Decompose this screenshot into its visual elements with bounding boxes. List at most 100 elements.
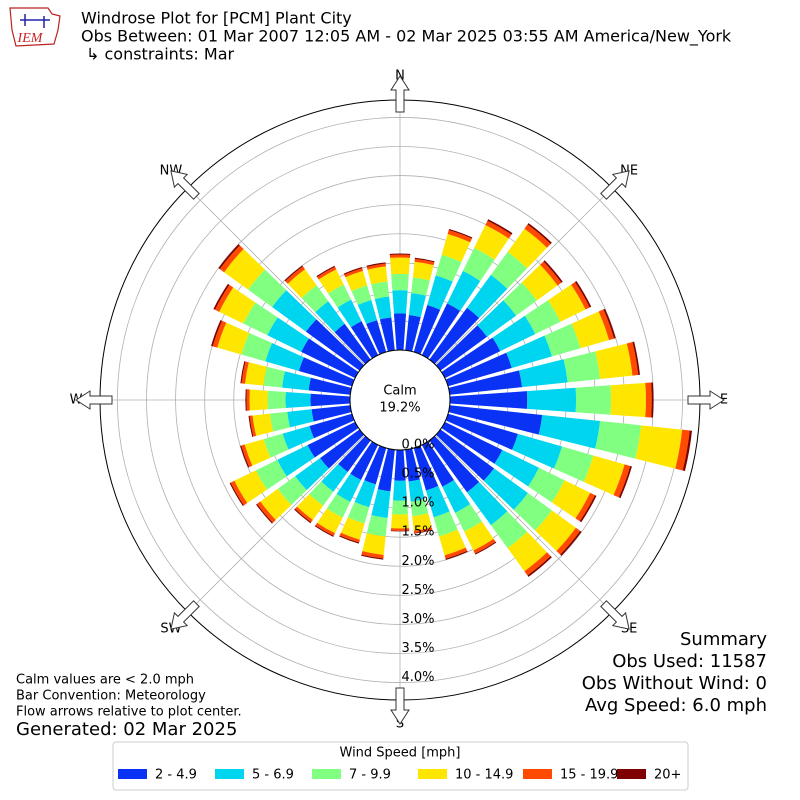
bar-segment <box>230 480 248 506</box>
bar-segment <box>257 501 276 523</box>
bar-segment <box>366 515 388 537</box>
bar-segment <box>379 317 395 352</box>
r-tick-label: 1.0% <box>401 496 434 511</box>
bar-segment <box>315 522 336 536</box>
bar-segment <box>272 290 317 332</box>
bar-segment <box>301 285 329 313</box>
bar-segment <box>249 389 268 411</box>
flow-arrow <box>600 170 630 200</box>
bar-segment <box>347 501 370 524</box>
legend-label: 5 - 6.9 <box>252 768 294 783</box>
bar-segment <box>412 513 432 531</box>
bar-segment <box>366 320 387 355</box>
bar-segment <box>295 458 329 491</box>
bar-segment <box>321 463 348 492</box>
r-tick-label: 2.0% <box>401 554 434 569</box>
bar-segment <box>361 554 384 560</box>
bar-segment <box>267 390 286 410</box>
flow-arrow <box>390 75 410 113</box>
bar-segment <box>326 493 351 518</box>
bar-segment <box>287 269 317 298</box>
note: Calm values are < 2.0 mph <box>16 673 194 688</box>
bar-segment <box>527 555 552 577</box>
chart-title: Windrose Plot for [PCM] Plant City <box>81 9 352 28</box>
bar-segment <box>408 293 427 318</box>
bar-segment <box>240 361 246 384</box>
legend-label: 20+ <box>654 768 681 783</box>
bar-segment <box>318 269 344 294</box>
bar-segment <box>487 219 513 235</box>
flow-arrow <box>390 687 410 725</box>
bar-segment <box>277 445 315 477</box>
bar-segment <box>285 266 305 284</box>
bar-segment <box>507 531 548 572</box>
bar-segment <box>389 253 411 256</box>
bar-segment <box>345 270 368 292</box>
bar-segment <box>433 511 458 537</box>
bar-segment <box>441 337 501 379</box>
bar-segment <box>507 228 548 269</box>
radial-line <box>435 435 613 613</box>
bar-segment <box>364 445 387 485</box>
bar-segment <box>477 300 517 337</box>
note: Bar Convention: Meteorology <box>16 689 206 704</box>
bar-segment <box>506 335 553 368</box>
bar-segment <box>675 429 690 471</box>
bar-segment <box>394 449 406 481</box>
bar-segment <box>249 415 257 437</box>
generated: Generated: 02 Mar 2025 <box>16 719 237 740</box>
bar-segment <box>466 274 508 319</box>
bar-segment <box>310 393 351 407</box>
legend-swatch <box>215 769 244 779</box>
flow-arrow <box>600 600 630 630</box>
bar-segment <box>265 343 304 371</box>
bar-segment <box>229 482 244 506</box>
bar-segment <box>366 263 386 270</box>
legend-swatch <box>523 769 552 779</box>
bar-segment <box>449 391 528 409</box>
bar-segment <box>583 455 625 496</box>
logo: IEM <box>9 7 61 47</box>
bar-segment <box>211 320 223 347</box>
bar-segment <box>503 282 537 316</box>
bar-segment <box>282 425 314 450</box>
bar-segment <box>405 448 420 482</box>
bar-segment <box>351 285 372 305</box>
flow-arrow <box>687 390 725 410</box>
bar-segment <box>219 245 244 273</box>
bar-segment <box>252 413 274 436</box>
bar-segment <box>354 480 376 508</box>
bar-segment <box>344 268 363 278</box>
bar-segment <box>413 445 439 491</box>
bar-segment <box>309 413 355 439</box>
bar-segment <box>366 262 386 267</box>
bar-segment <box>618 466 632 499</box>
bar-segment <box>547 284 586 322</box>
bar-segment <box>282 371 311 391</box>
bar-segment <box>427 275 453 310</box>
bar-segment <box>391 273 409 291</box>
summary: Obs Without Wind: 0 <box>582 673 767 694</box>
bar-segment <box>393 313 407 351</box>
bar-segment <box>551 480 591 519</box>
bar-segment <box>441 234 471 262</box>
legend-swatch <box>118 769 147 779</box>
bar-segment <box>527 223 552 245</box>
radial-line <box>187 435 365 613</box>
bar-segment <box>429 307 480 365</box>
bar-segment <box>571 311 610 349</box>
bar-segment <box>241 361 249 384</box>
bar-segment <box>308 377 352 395</box>
bar-segment <box>513 492 552 531</box>
bar-segment <box>563 351 601 383</box>
bar-segment <box>234 470 267 504</box>
bar-segment <box>298 357 355 387</box>
bar-segment <box>241 332 272 362</box>
logo-outline <box>9 7 61 47</box>
flow-arrow <box>170 600 200 630</box>
bar-segment <box>521 264 558 301</box>
chart-subtitle: Obs Between: 01 Mar 2007 12:05 AM - 02 M… <box>81 27 732 47</box>
bar-segment <box>635 425 683 469</box>
bar-segment <box>414 257 435 263</box>
bar-segment <box>448 405 543 435</box>
